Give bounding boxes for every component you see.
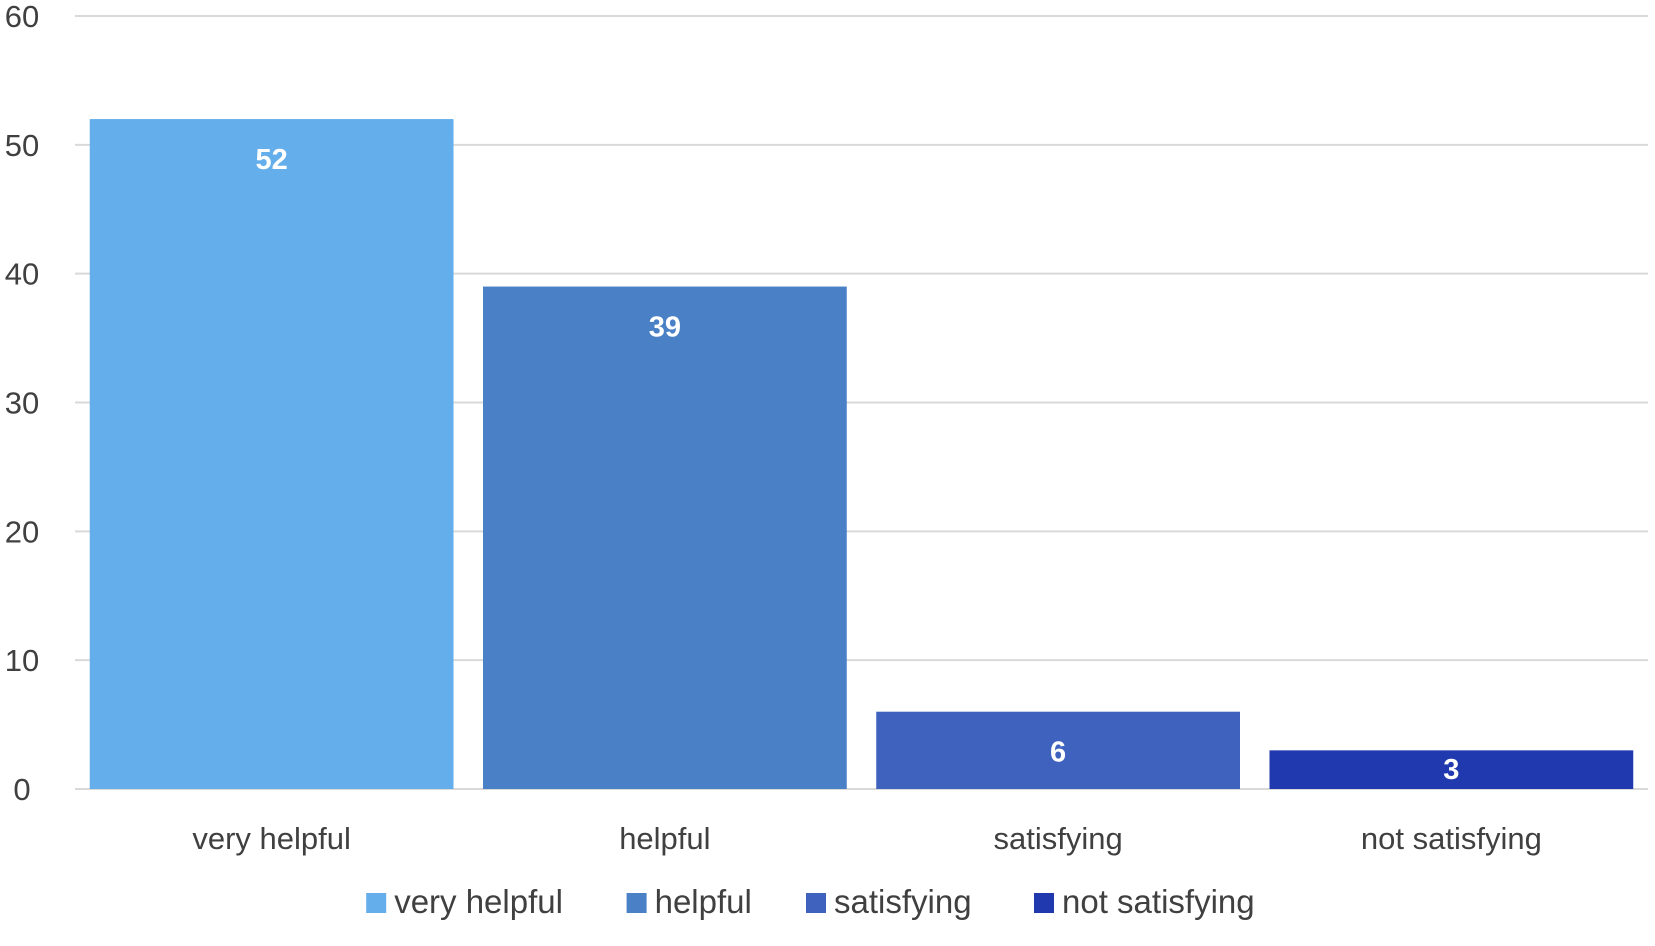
y-axis-ticks: 0 10 20 30 40 50 60 — [5, 0, 39, 807]
legend-label: very helpful — [394, 883, 563, 920]
y-tick-label: 0 — [13, 772, 30, 807]
legend-swatch — [366, 893, 387, 913]
x-category-label: helpful — [619, 821, 710, 856]
y-tick-label: 40 — [5, 257, 39, 292]
bar-not-satisfying — [1269, 750, 1634, 789]
data-label: 6 — [1050, 737, 1066, 769]
bar-helpful — [482, 286, 847, 789]
x-category-label: very helpful — [192, 821, 351, 856]
data-labels: 52 39 6 3 — [255, 144, 1459, 786]
y-tick-label: 50 — [5, 128, 39, 163]
legend-swatch — [626, 893, 647, 913]
bars — [89, 119, 1634, 790]
legend-item-satisfying: satisfying — [806, 883, 972, 920]
legend-label: satisfying — [834, 883, 972, 920]
data-label: 3 — [1443, 754, 1459, 786]
x-axis-categories: very helpful helpful satisfying not satisfy… — [192, 821, 1541, 856]
y-tick-label: 60 — [5, 0, 39, 34]
legend-item-very-helpful: very helpful — [366, 883, 563, 920]
y-tick-label: 10 — [5, 643, 39, 678]
legend-item-not-satisfying: not satisfying — [1034, 883, 1255, 920]
legend-label: not satisfying — [1062, 883, 1255, 920]
data-label: 39 — [649, 312, 681, 344]
legend: very helpful helpful satisfying not satisfy… — [366, 883, 1255, 920]
x-category-label: satisfying — [994, 821, 1123, 856]
data-label: 52 — [255, 144, 287, 176]
y-tick-label: 20 — [5, 514, 39, 549]
y-tick-label: 30 — [5, 386, 39, 421]
legend-label: helpful — [655, 883, 752, 920]
x-category-label: not satisfying — [1361, 821, 1542, 856]
legend-item-helpful: helpful — [626, 883, 752, 920]
legend-swatch — [806, 893, 826, 913]
bar-very-helpful — [89, 119, 454, 790]
legend-swatch — [1034, 893, 1054, 913]
bar-satisfying — [876, 711, 1241, 789]
